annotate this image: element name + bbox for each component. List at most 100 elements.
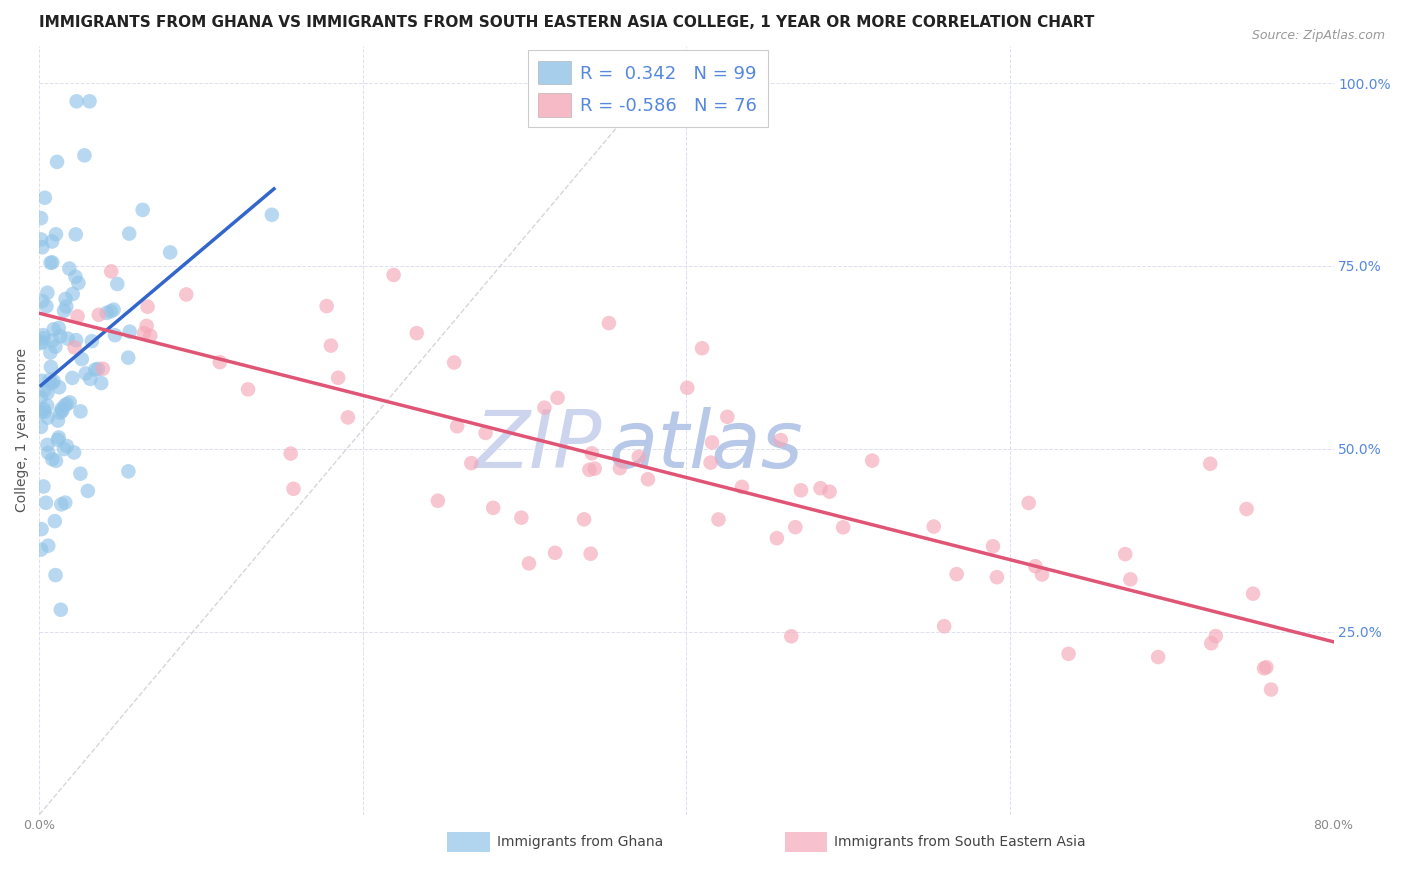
Point bbox=[581, 446, 603, 460]
Point bbox=[208, 355, 231, 369]
Point bbox=[579, 547, 602, 561]
Point bbox=[105, 277, 128, 291]
Point bbox=[100, 304, 122, 318]
Point bbox=[766, 531, 789, 545]
Point bbox=[31, 240, 53, 254]
Point bbox=[1236, 502, 1258, 516]
Point bbox=[780, 629, 803, 643]
Point bbox=[1199, 457, 1222, 471]
Point bbox=[100, 264, 122, 278]
Point bbox=[769, 433, 792, 447]
Point bbox=[41, 452, 63, 467]
Point bbox=[1205, 629, 1227, 643]
Point bbox=[30, 542, 52, 557]
Point bbox=[382, 268, 405, 282]
Point bbox=[676, 381, 699, 395]
Point bbox=[31, 293, 53, 308]
Point bbox=[280, 446, 302, 460]
Y-axis label: College, 1 year or more: College, 1 year or more bbox=[15, 349, 30, 513]
Point bbox=[49, 406, 72, 420]
Point bbox=[986, 570, 1008, 584]
Point bbox=[70, 352, 93, 367]
Point bbox=[41, 376, 63, 391]
Point bbox=[48, 321, 70, 335]
Point bbox=[44, 514, 66, 528]
Point bbox=[716, 409, 738, 424]
Point bbox=[132, 326, 155, 340]
Point bbox=[59, 395, 82, 409]
Point bbox=[67, 276, 90, 290]
Point bbox=[785, 520, 807, 534]
Point bbox=[30, 391, 52, 405]
Point bbox=[139, 328, 162, 343]
Point bbox=[49, 603, 72, 617]
Point bbox=[32, 479, 55, 493]
Point bbox=[53, 495, 76, 509]
Point bbox=[30, 211, 52, 226]
Point bbox=[49, 329, 72, 343]
Point bbox=[63, 445, 86, 459]
Point bbox=[35, 496, 58, 510]
Point bbox=[65, 227, 87, 242]
Point bbox=[533, 401, 555, 415]
Point bbox=[45, 568, 67, 582]
Point bbox=[48, 380, 70, 394]
Point bbox=[79, 372, 101, 386]
Point bbox=[46, 154, 69, 169]
Point bbox=[79, 95, 101, 109]
Point bbox=[818, 484, 841, 499]
Point bbox=[319, 338, 342, 352]
Point bbox=[482, 500, 505, 515]
Point bbox=[31, 522, 53, 536]
Point bbox=[583, 461, 606, 475]
Point bbox=[609, 461, 631, 475]
Point bbox=[1147, 650, 1170, 665]
Point bbox=[35, 299, 58, 313]
Point bbox=[45, 454, 67, 468]
Point bbox=[117, 464, 139, 478]
Point bbox=[1253, 661, 1275, 675]
Point bbox=[174, 287, 197, 301]
Point bbox=[945, 567, 967, 582]
Point bbox=[283, 482, 305, 496]
Point bbox=[37, 285, 59, 300]
Point bbox=[790, 483, 813, 498]
Point bbox=[73, 148, 96, 162]
Point bbox=[860, 453, 883, 467]
Point bbox=[39, 256, 62, 270]
Point bbox=[1119, 572, 1142, 586]
Point bbox=[37, 446, 59, 460]
Point bbox=[118, 227, 141, 241]
Text: atlas: atlas bbox=[609, 407, 804, 485]
Point bbox=[76, 483, 98, 498]
Point bbox=[832, 520, 855, 534]
Point bbox=[30, 420, 52, 434]
Text: ZIP: ZIP bbox=[475, 407, 602, 485]
Point bbox=[46, 414, 69, 428]
Point bbox=[90, 376, 112, 390]
Text: IMMIGRANTS FROM GHANA VS IMMIGRANTS FROM SOUTH EASTERN ASIA COLLEGE, 1 YEAR OR M: IMMIGRANTS FROM GHANA VS IMMIGRANTS FROM… bbox=[39, 15, 1095, 30]
Point bbox=[1201, 636, 1223, 650]
Point bbox=[627, 450, 650, 464]
Point bbox=[87, 308, 110, 322]
Point bbox=[37, 385, 59, 400]
Point bbox=[37, 438, 59, 452]
Point bbox=[32, 331, 55, 345]
Point bbox=[810, 481, 832, 495]
Point bbox=[443, 355, 465, 369]
Point bbox=[159, 245, 181, 260]
Point bbox=[30, 374, 52, 388]
Point bbox=[1057, 647, 1080, 661]
Point bbox=[315, 299, 337, 313]
Point bbox=[922, 519, 945, 533]
Point bbox=[41, 235, 63, 249]
Point bbox=[637, 472, 659, 486]
Point bbox=[578, 463, 600, 477]
Point bbox=[1241, 587, 1264, 601]
Point bbox=[53, 442, 76, 456]
Point bbox=[63, 340, 86, 354]
Point bbox=[1256, 660, 1278, 674]
Point bbox=[69, 404, 91, 418]
Point bbox=[236, 383, 259, 397]
Point bbox=[37, 539, 59, 553]
